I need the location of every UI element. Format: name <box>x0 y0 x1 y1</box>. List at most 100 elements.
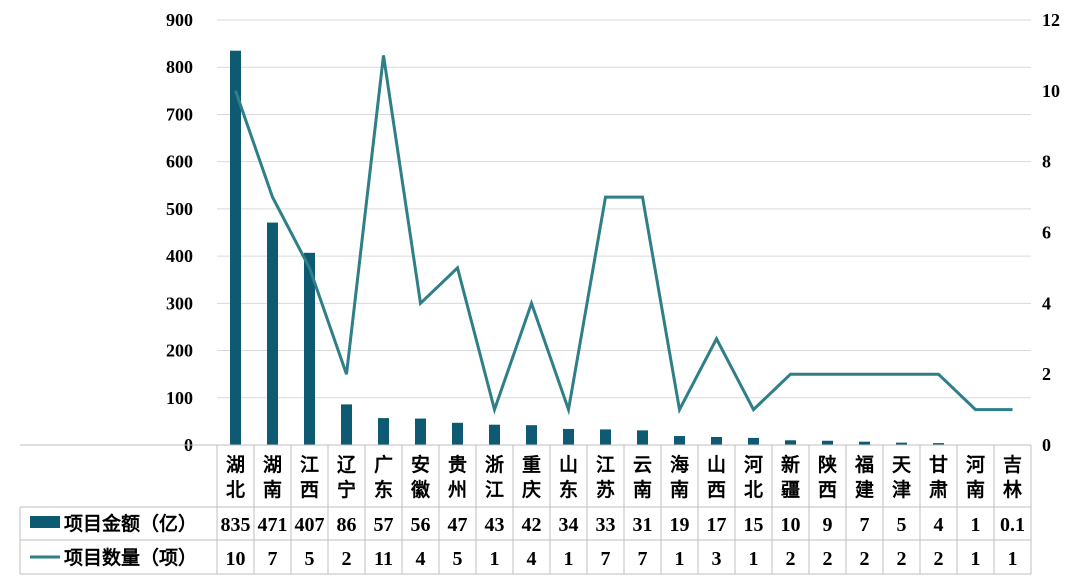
amount-value: 4 <box>934 514 944 536</box>
y-left-tick-label: 500 <box>166 199 193 219</box>
bar <box>563 428 574 445</box>
count-value: 7 <box>638 548 648 570</box>
category-label: 安徽 <box>410 453 431 501</box>
category-label: 新疆 <box>781 453 800 501</box>
bar <box>489 424 500 445</box>
count-value: 5 <box>305 548 315 570</box>
category-label: 江西 <box>300 454 319 501</box>
legend-bar-swatch <box>30 516 60 528</box>
y-right-tick-label: 2 <box>1042 364 1051 384</box>
amount-value: 17 <box>707 514 727 536</box>
amount-value: 0.1 <box>1000 514 1025 536</box>
y-right-tick-label: 10 <box>1042 81 1060 101</box>
legend-count-label: 项目数量（项） <box>64 546 197 569</box>
amount-value: 471 <box>258 514 288 536</box>
bar <box>748 437 759 445</box>
bar <box>822 440 833 445</box>
bar <box>711 436 722 445</box>
bar <box>304 252 315 445</box>
category-label: 吉林 <box>1003 453 1022 501</box>
bar <box>267 222 278 445</box>
y-right-tick-label: 8 <box>1042 152 1051 172</box>
count-value: 3 <box>712 548 722 570</box>
amount-value: 407 <box>295 514 325 536</box>
count-value: 1 <box>490 548 500 570</box>
bar <box>378 418 389 445</box>
category-label: 河南 <box>966 454 985 501</box>
count-value: 11 <box>374 548 393 570</box>
category-label: 江苏 <box>596 454 615 501</box>
category-label: 山西 <box>707 454 726 501</box>
y-right-tick-label: 0 <box>1042 435 1051 455</box>
y-left-tick-label: 400 <box>166 246 193 266</box>
legend-amount-label: 项目金额（亿） <box>64 512 197 535</box>
bar <box>341 404 352 445</box>
amount-value: 47 <box>448 514 468 536</box>
y-left-tick-label: 700 <box>166 104 193 124</box>
amount-value: 57 <box>374 514 394 536</box>
count-value: 1 <box>1008 548 1018 570</box>
y-left-tick-label: 800 <box>166 57 193 77</box>
count-value: 2 <box>823 548 833 570</box>
count-value: 2 <box>342 548 352 570</box>
bar <box>637 430 648 445</box>
bar <box>859 441 870 445</box>
amount-value: 10 <box>781 514 801 536</box>
amount-value: 33 <box>596 514 616 536</box>
bar <box>896 442 907 445</box>
amount-value: 56 <box>411 514 431 536</box>
category-label: 河北 <box>744 454 763 501</box>
bar <box>785 440 796 445</box>
y-left-tick-label: 300 <box>166 293 193 313</box>
count-value: 1 <box>675 548 685 570</box>
count-value: 10 <box>226 548 246 570</box>
category-label: 福建 <box>854 453 874 501</box>
amount-value: 86 <box>337 514 357 536</box>
category-label: 湖北 <box>226 454 245 501</box>
category-label: 陕西 <box>818 453 837 501</box>
count-value: 2 <box>897 548 907 570</box>
category-label: 辽宁 <box>337 454 356 501</box>
count-value: 7 <box>268 548 278 570</box>
count-value: 5 <box>453 548 463 570</box>
y-left-tick-label: 100 <box>166 388 193 408</box>
bar <box>452 422 463 445</box>
category-label: 重庆 <box>522 454 541 501</box>
category-label: 甘肃 <box>929 454 948 501</box>
y-left-tick-label: 900 <box>166 10 193 30</box>
category-label: 湖南 <box>263 454 282 501</box>
category-label: 浙江 <box>485 453 504 501</box>
category-label: 广东 <box>374 453 393 501</box>
count-value: 2 <box>786 548 796 570</box>
y-right-tick-label: 6 <box>1042 223 1051 243</box>
y-left-tick-label: 200 <box>166 341 193 361</box>
amount-value: 43 <box>485 514 505 536</box>
count-value: 2 <box>860 548 870 570</box>
amount-value: 34 <box>559 514 579 536</box>
amount-value: 5 <box>897 514 907 536</box>
amount-value: 9 <box>823 514 833 536</box>
bar <box>674 436 685 445</box>
y-right-tick-label: 4 <box>1042 293 1051 313</box>
bar <box>526 425 537 445</box>
bar <box>230 50 241 445</box>
amount-value: 31 <box>633 514 653 536</box>
bar <box>600 429 611 445</box>
count-value: 1 <box>749 548 759 570</box>
category-label: 云南 <box>633 454 652 501</box>
category-label: 海南 <box>670 453 689 501</box>
amount-value: 19 <box>670 514 690 536</box>
count-value: 1 <box>564 548 574 570</box>
amount-value: 1 <box>971 514 981 536</box>
count-value: 2 <box>934 548 944 570</box>
amount-value: 835 <box>221 514 251 536</box>
amount-value: 42 <box>522 514 542 536</box>
y-right-tick-label: 12 <box>1042 10 1060 30</box>
count-value: 4 <box>416 548 426 570</box>
amount-value: 15 <box>744 514 764 536</box>
bar <box>415 418 426 445</box>
category-label: 贵州 <box>448 454 467 501</box>
bar <box>933 443 944 445</box>
category-label: 山东 <box>559 454 578 501</box>
